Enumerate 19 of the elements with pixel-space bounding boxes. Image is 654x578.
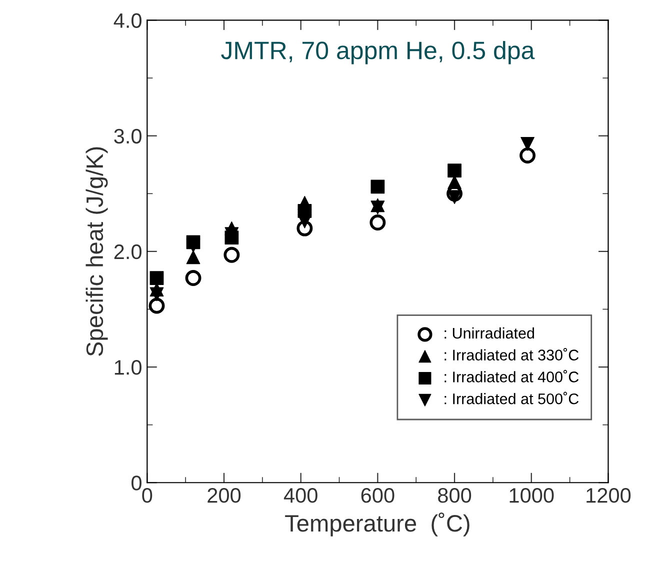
x-tick-label: 0 bbox=[142, 488, 152, 503]
legend-label: : Irradiated at 500˚C bbox=[444, 392, 579, 404]
x-tick-label: 200 bbox=[208, 488, 241, 503]
x-tick-label: 800 bbox=[438, 488, 472, 503]
x-tick-label: 400 bbox=[284, 488, 318, 503]
legend-label: : Irradiated at 400˚C bbox=[444, 370, 579, 382]
x-axis-title: Temperature (˚C) bbox=[285, 512, 470, 536]
y-tick-label: 3.0 bbox=[114, 128, 142, 144]
x-tick-label: 600 bbox=[361, 488, 394, 503]
legend-label: : Unirradiated bbox=[444, 327, 534, 339]
y-tick-label: 2.0 bbox=[114, 244, 142, 260]
legend-label: : Irradiated at 330˚C bbox=[444, 348, 579, 360]
x-tick-label: 1000 bbox=[510, 488, 554, 503]
annotation: JMTR, 70 appm He, 0.5 dpa bbox=[221, 40, 535, 64]
y-axis-title: Specific heat (J/g/K) bbox=[86, 147, 108, 356]
y-tick-label: 0 bbox=[132, 476, 142, 490]
y-tick-label: 1.0 bbox=[114, 360, 142, 375]
y-tick-label: 4.0 bbox=[114, 13, 142, 28]
x-tick-label: 1200 bbox=[586, 488, 631, 503]
